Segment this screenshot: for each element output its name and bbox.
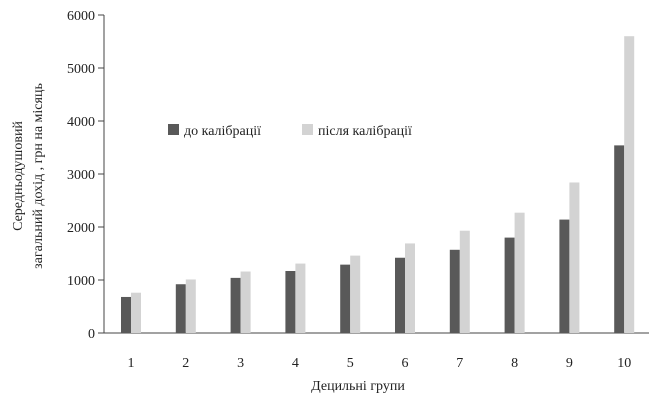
bar-before-calibration xyxy=(449,249,460,333)
bar-before-calibration xyxy=(559,219,570,333)
bar-after-calibration xyxy=(514,212,525,333)
bar-before-calibration xyxy=(504,237,515,333)
bar-after-calibration xyxy=(459,230,470,333)
y-tick-label: 6000 xyxy=(67,9,95,24)
bar-before-calibration xyxy=(285,270,296,333)
x-axis: 1 2 3 4 5 6 7 8 9 10 xyxy=(104,332,649,371)
y-axis: 0 1000 2000 3000 4000 5000 6000 xyxy=(67,9,105,342)
bars xyxy=(121,36,635,333)
bar-before-calibration xyxy=(340,264,351,333)
x-tick-label: 10 xyxy=(617,356,631,371)
x-tick-label: 8 xyxy=(511,356,518,371)
bar-before-calibration xyxy=(614,145,625,333)
legend-label: до калібрації xyxy=(184,124,261,139)
legend: до калібрації після калібрації xyxy=(168,124,412,139)
bar-after-calibration xyxy=(185,279,196,333)
legend-swatch xyxy=(302,124,313,135)
x-tick-label: 5 xyxy=(347,356,354,371)
x-tick-label: 2 xyxy=(182,356,189,371)
bar-after-calibration xyxy=(569,182,580,333)
legend-label: після калібрації xyxy=(318,124,412,139)
y-axis-title: Середньодушовий загальний дохід , грн на… xyxy=(11,83,46,269)
bar-after-calibration xyxy=(405,243,415,333)
y-tick-label: 5000 xyxy=(67,62,95,77)
bar-before-calibration xyxy=(230,277,241,333)
bar-after-calibration xyxy=(240,271,251,333)
y-tick-label: 2000 xyxy=(67,221,95,236)
y-tick-label: 3000 xyxy=(67,168,95,183)
x-tick-label: 1 xyxy=(128,356,135,371)
x-tick-label: 7 xyxy=(456,356,463,371)
y-tick-label: 0 xyxy=(88,327,95,342)
bar-after-calibration xyxy=(131,292,141,333)
bar-after-calibration xyxy=(624,36,635,333)
y-tick-label: 4000 xyxy=(67,115,95,130)
y-axis-title-line-2: загальний дохід , грн на місяць xyxy=(31,83,46,269)
x-axis-title: Децильні групи xyxy=(311,379,405,394)
bar-before-calibration xyxy=(121,296,131,333)
y-axis-title-line-1: Середньодушовий xyxy=(11,121,26,231)
x-tick-label: 3 xyxy=(237,356,244,371)
x-tick-label: 9 xyxy=(566,356,573,371)
bar-before-calibration xyxy=(175,284,186,333)
bar-before-calibration xyxy=(395,257,405,333)
bar-after-calibration xyxy=(295,263,306,333)
bar-after-calibration xyxy=(350,255,361,333)
y-tick-label: 1000 xyxy=(67,274,95,289)
x-tick-label: 6 xyxy=(402,356,409,371)
x-tick-label: 4 xyxy=(292,356,299,371)
legend-swatch xyxy=(168,124,179,135)
